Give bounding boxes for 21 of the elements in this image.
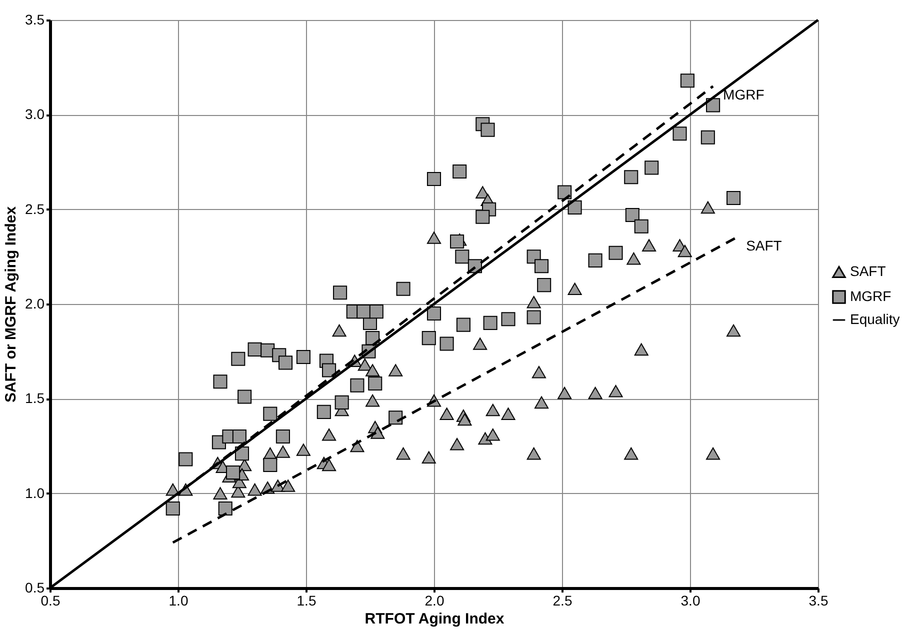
y-tick-label: 2.5 (25, 200, 45, 217)
x-tick-label: 2.0 (424, 592, 444, 608)
x-tick-label: 2.5 (552, 592, 572, 608)
y-tick-label: 3.5 (25, 12, 45, 28)
x-tick-label: 1.0 (168, 592, 188, 608)
x-tick-label: 0.5 (40, 592, 60, 608)
series-label: SAFT (746, 238, 782, 254)
legend-label: MGRF (850, 288, 892, 304)
y-tick-label: 3.0 (25, 106, 45, 122)
x-axis-title: RTFOT Aging Index (364, 610, 505, 628)
legend-label: Equality (850, 311, 900, 327)
y-tick-label: 2.0 (25, 296, 45, 312)
series-label: MGRF (723, 86, 764, 102)
y-axis-title: SAFT or MGRF Aging Index (2, 206, 20, 403)
legend-label: SAFT (850, 263, 886, 279)
y-tick-label: 0.5 (25, 580, 45, 596)
x-tick-label: 3.5 (808, 592, 828, 608)
y-tick-label: 1.5 (25, 390, 45, 406)
x-tick-label: 1.5 (296, 592, 316, 608)
x-tick-label: 3.0 (680, 592, 700, 608)
y-tick-label: 1.0 (25, 484, 45, 501)
